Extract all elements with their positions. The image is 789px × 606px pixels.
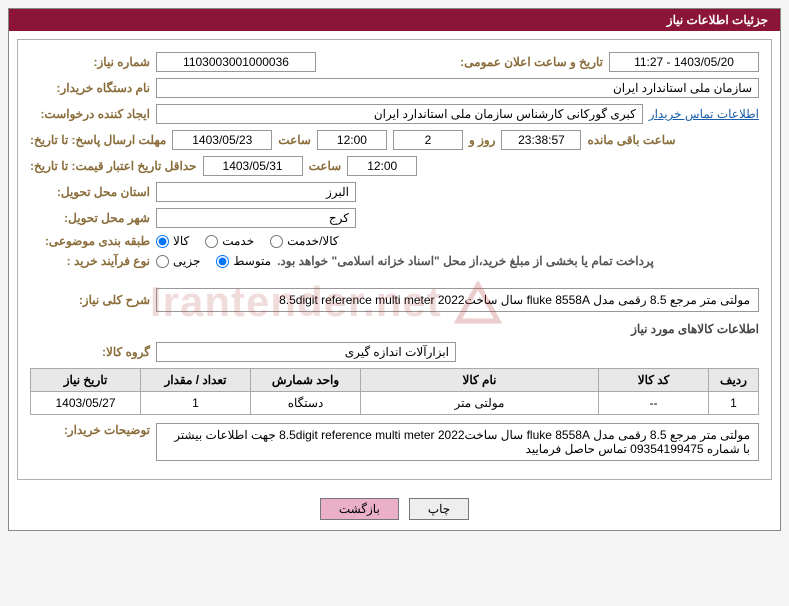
print-button[interactable]: چاپ: [409, 498, 469, 520]
radio-both-input[interactable]: [270, 235, 283, 248]
row-goods-group: گروه کالا: ابزارآلات اندازه گیری: [30, 342, 759, 362]
table-row: 1 -- مولتی متر دستگاه 1 1403/05/27: [31, 392, 759, 415]
row-price-validity: حداقل تاریخ اعتبار قیمت: تا تاریخ: 1403/…: [30, 156, 759, 176]
back-button[interactable]: بازگشت: [320, 498, 399, 520]
goods-section-title: اطلاعات کالاهای مورد نیاز: [30, 322, 759, 336]
goods-group-value: ابزارآلات اندازه گیری: [156, 342, 456, 362]
category-label: طبقه بندی موضوعی:: [30, 234, 150, 248]
radio-goods[interactable]: کالا: [156, 234, 189, 248]
cell-name: مولتی متر: [361, 392, 599, 415]
announce-label: تاریخ و ساعت اعلان عمومی:: [460, 55, 603, 69]
details-panel: جزئیات اطلاعات نیاز شماره نیاز: 11030030…: [8, 8, 781, 531]
purchase-process-label: نوع فرآیند خرید :: [30, 254, 150, 268]
remain-label: ساعت باقی مانده: [587, 133, 675, 147]
cell-date: 1403/05/27: [31, 392, 141, 415]
price-validity-label: حداقل تاریخ اعتبار قیمت: تا تاریخ:: [30, 159, 197, 173]
response-countdown: 23:38:57: [501, 130, 581, 150]
th-name: نام کالا: [361, 369, 599, 392]
price-validity-time: 12:00: [347, 156, 417, 176]
radio-medium[interactable]: متوسط: [216, 254, 271, 268]
city-label: شهر محل تحویل:: [30, 211, 150, 225]
province-label: استان محل تحویل:: [30, 185, 150, 199]
th-row: ردیف: [709, 369, 759, 392]
row-province: استان محل تحویل: البرز: [30, 182, 759, 202]
announce-value: 1403/05/20 - 11:27: [609, 52, 759, 72]
radio-goods-label: کالا: [173, 234, 189, 248]
radio-both-label: کالا/خدمت: [287, 234, 338, 248]
row-category: طبقه بندی موضوعی: کالا خدمت کالا/خدمت: [30, 234, 759, 248]
row-requester: ایجاد کننده درخواست: کبری گورکانی کارشنا…: [30, 104, 759, 124]
th-date: تاریخ نیاز: [31, 369, 141, 392]
row-general-desc: شرح کلی نیاز: مولتی متر مرجع 8.5 رقمی مد…: [30, 288, 759, 312]
row-buyer-notes: توضیحات خریدار: مولتی متر مرجع 8.5 رقمی …: [30, 423, 759, 461]
buyer-org-label: نام دستگاه خریدار:: [30, 81, 150, 95]
row-city: شهر محل تحویل: کرج: [30, 208, 759, 228]
category-radio-group: کالا خدمت کالا/خدمت: [156, 234, 339, 248]
days-label: روز و: [469, 133, 496, 147]
radio-both[interactable]: کالا/خدمت: [270, 234, 338, 248]
panel-header: جزئیات اطلاعات نیاز: [9, 9, 780, 31]
row-purchase-process: نوع فرآیند خرید : جزیی متوسط پرداخت تمام…: [30, 254, 759, 268]
need-number-label: شماره نیاز:: [30, 55, 150, 69]
radio-service-label: خدمت: [222, 234, 254, 248]
radio-small-label: جزیی: [173, 254, 200, 268]
table-header-row: ردیف کد کالا نام کالا واحد شمارش تعداد /…: [31, 369, 759, 392]
buyer-contact-link[interactable]: اطلاعات تماس خریدار: [649, 107, 759, 121]
buyer-org-value: سازمان ملی استاندارد ایران: [156, 78, 759, 98]
panel-title: جزئیات اطلاعات نیاز: [667, 13, 768, 27]
panel-body: شماره نیاز: 1103003001000036 تاریخ و ساع…: [17, 39, 772, 480]
button-row: چاپ بازگشت: [9, 488, 780, 530]
response-time: 12:00: [317, 130, 387, 150]
city-value: کرج: [156, 208, 356, 228]
cell-qty: 1: [141, 392, 251, 415]
buyer-notes-label: توضیحات خریدار:: [30, 423, 150, 437]
radio-medium-input[interactable]: [216, 255, 229, 268]
radio-small[interactable]: جزیی: [156, 254, 200, 268]
requester-value: کبری گورکانی کارشناس سازمان ملی استاندار…: [156, 104, 643, 124]
buyer-notes-value: مولتی متر مرجع 8.5 رقمی مدل fluke 8558A …: [156, 423, 759, 461]
general-desc-value: مولتی متر مرجع 8.5 رقمی مدل fluke 8558A …: [156, 288, 759, 312]
row-need-number: شماره نیاز: 1103003001000036 تاریخ و ساع…: [30, 52, 759, 72]
row-response-deadline: مهلت ارسال پاسخ: تا تاریخ: 1403/05/23 سا…: [30, 130, 759, 150]
th-code: کد کالا: [599, 369, 709, 392]
th-unit: واحد شمارش: [251, 369, 361, 392]
radio-small-input[interactable]: [156, 255, 169, 268]
radio-medium-label: متوسط: [233, 254, 271, 268]
response-days: 2: [393, 130, 463, 150]
cell-unit: دستگاه: [251, 392, 361, 415]
province-value: البرز: [156, 182, 356, 202]
cell-code: --: [599, 392, 709, 415]
goods-table: ردیف کد کالا نام کالا واحد شمارش تعداد /…: [30, 368, 759, 415]
price-validity-date: 1403/05/31: [203, 156, 303, 176]
purchase-note: پرداخت تمام یا بخشی از مبلغ خرید،از محل …: [277, 254, 654, 268]
row-buyer-org: نام دستگاه خریدار: سازمان ملی استاندارد …: [30, 78, 759, 98]
radio-service-input[interactable]: [205, 235, 218, 248]
need-number-value: 1103003001000036: [156, 52, 316, 72]
requester-label: ایجاد کننده درخواست:: [30, 107, 150, 121]
radio-service[interactable]: خدمت: [205, 234, 254, 248]
response-deadline-label: مهلت ارسال پاسخ: تا تاریخ:: [30, 133, 166, 147]
th-qty: تعداد / مقدار: [141, 369, 251, 392]
goods-group-label: گروه کالا:: [30, 345, 150, 359]
response-time-label: ساعت: [278, 133, 311, 147]
purchase-radio-group: جزیی متوسط: [156, 254, 271, 268]
cell-row: 1: [709, 392, 759, 415]
general-desc-label: شرح کلی نیاز:: [30, 293, 150, 307]
price-validity-time-label: ساعت: [309, 159, 342, 173]
radio-goods-input[interactable]: [156, 235, 169, 248]
response-date: 1403/05/23: [172, 130, 272, 150]
